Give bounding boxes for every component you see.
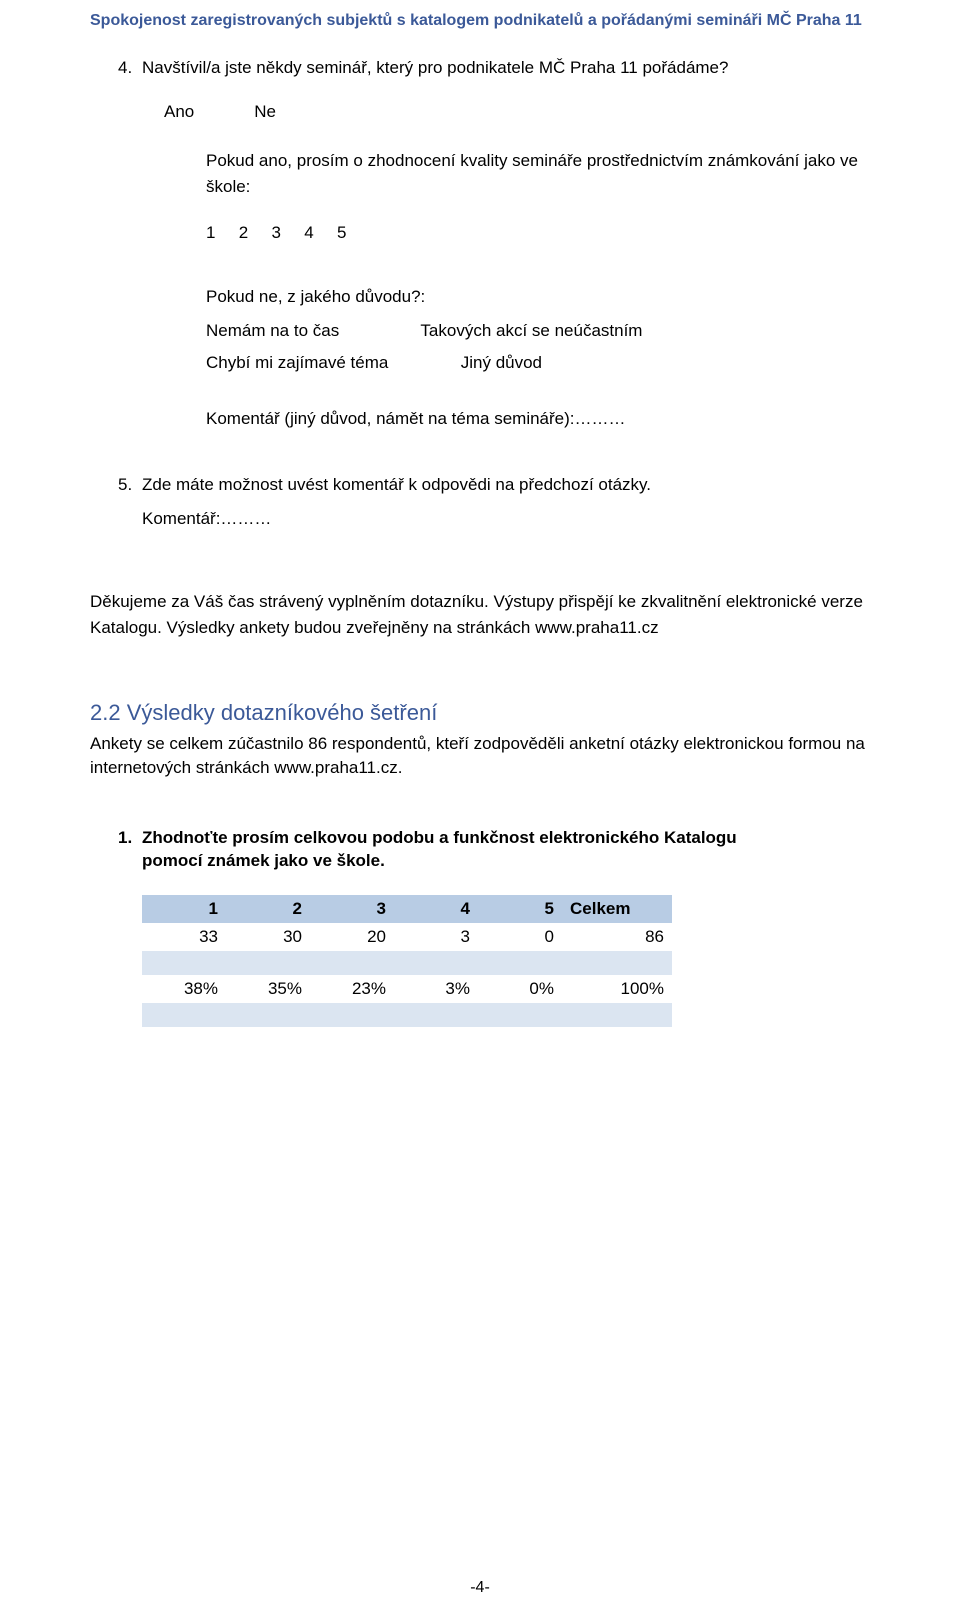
q1-line2-text: pomocí známek jako ve škole. [142,851,870,871]
table-spacer-row-2 [142,1003,672,1027]
th-3: 3 [310,895,394,923]
table-counts-row: 33 30 20 3 0 86 [142,923,672,951]
pct-3: 23% [310,975,394,1003]
count-total: 86 [562,923,672,951]
scale-5[interactable]: 5 [337,223,365,243]
reason-other[interactable]: Jiný důvod [461,353,542,372]
count-2: 30 [226,923,310,951]
th-5: 5 [478,895,562,923]
ano-ne-row: Ano Ne [164,102,870,122]
th-1: 1 [142,895,226,923]
q4-comment-label: Komentář (jiný důvod, námět na téma semi… [206,409,870,429]
q4-number: 4. [118,58,142,78]
count-3: 20 [310,923,394,951]
pct-total: 100% [562,975,672,1003]
section-2-2-body: Ankety se celkem zúčastnilo 86 responden… [90,732,870,780]
q5-text: Zde máte možnost uvést komentář k odpově… [142,475,651,494]
th-4: 4 [394,895,478,923]
pct-2: 35% [226,975,310,1003]
q1-number: 1. [118,824,142,851]
pokud-ne-label: Pokud ne, z jakého důvodu?: [206,287,870,307]
question-5: 5.Zde máte možnost uvést komentář k odpo… [118,475,870,495]
th-2: 2 [226,895,310,923]
option-ne[interactable]: Ne [254,102,276,122]
doc-header: Spokojenost zaregistrovaných subjektů s … [90,12,870,30]
pct-4: 3% [394,975,478,1003]
th-total: Celkem [562,895,672,923]
rating-scale: 1 2 3 4 5 [206,223,870,243]
q5-comment-label: Komentář:……… [142,509,870,529]
pct-5: 0% [478,975,562,1003]
section-2-2-title: 2.2 Výsledky dotazníkového šetření [90,700,870,726]
reason-dont-attend[interactable]: Takových akcí se neúčastním [420,321,642,340]
question-4: 4.Navštívil/a jste někdy seminář, který … [118,58,870,78]
table-percent-row: 38% 35% 23% 3% 0% 100% [142,975,672,1003]
question-1: 1.Zhodnoťte prosím celkovou podobu a fun… [118,824,870,871]
q4-reasons: Pokud ne, z jakého důvodu?: Nemám na to … [206,287,870,373]
q5-number: 5. [118,475,142,495]
results-table: 1 2 3 4 5 Celkem 33 30 20 3 0 86 38% 35%… [142,895,672,1027]
option-ano[interactable]: Ano [164,102,194,122]
count-5: 0 [478,923,562,951]
thanks-text: Děkujeme za Váš čas strávený vyplněním d… [90,589,870,640]
q4-text: Navštívil/a jste někdy seminář, který pr… [142,58,728,77]
reason-no-topic[interactable]: Chybí mi zajímavé téma [206,353,456,373]
count-4: 3 [394,923,478,951]
count-1: 33 [142,923,226,951]
q1-line1-text: Zhodnoťte prosím celkovou podobu a funkč… [142,828,737,847]
scale-3[interactable]: 3 [271,223,299,243]
scale-2[interactable]: 2 [239,223,267,243]
q4-subprompt: Pokud ano, prosím o zhodnocení kvality s… [206,148,870,199]
pct-1: 38% [142,975,226,1003]
table-header-row: 1 2 3 4 5 Celkem [142,895,672,923]
reason-no-time[interactable]: Nemám na to čas [206,321,416,341]
table-spacer-row [142,951,672,975]
scale-1[interactable]: 1 [206,223,234,243]
scale-4[interactable]: 4 [304,223,332,243]
page-number: -4- [470,1579,490,1597]
